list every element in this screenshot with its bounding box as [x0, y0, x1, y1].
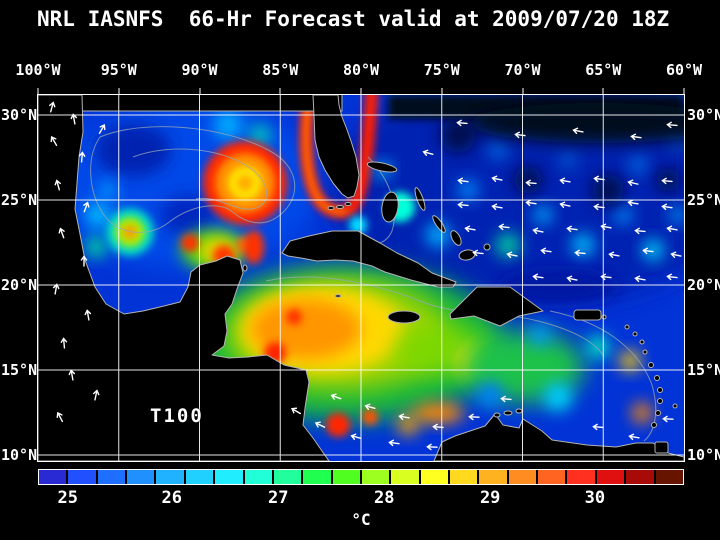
- colorbar-segment: [273, 470, 302, 484]
- map-area: T100: [37, 94, 685, 462]
- lon-label: 75°W: [423, 61, 460, 79]
- lon-label: 95°W: [100, 61, 137, 79]
- bahamas: [450, 230, 462, 246]
- plot-title: NRL IASNFS 66-Hr Forecast valid at 2009/…: [37, 7, 670, 31]
- axis-tick: [522, 88, 523, 94]
- colorbar-segment: [215, 470, 243, 484]
- lat-label: 15°N: [1, 360, 38, 379]
- colorbar-segment: [39, 470, 67, 484]
- colorbar-unit: °C: [351, 510, 371, 529]
- curacao: [503, 410, 513, 416]
- axis-tick: [37, 88, 39, 94]
- lon-label: 100°W: [15, 61, 61, 79]
- colorbar-segment: [655, 470, 683, 484]
- trinidad: [654, 441, 669, 454]
- colorbar-segment: [567, 470, 595, 484]
- lesser-antilles: [639, 339, 645, 345]
- colorbar-segment: [596, 470, 625, 484]
- lesser-antilles: [632, 331, 638, 337]
- colorbar-segment: [508, 470, 537, 484]
- lat-label: 10°N: [687, 446, 720, 465]
- cayman-islands: [334, 294, 342, 298]
- axis-tick: [360, 88, 362, 94]
- lat-label: 10°N: [1, 446, 38, 465]
- colorbar-segment: [127, 470, 155, 484]
- florida-keys: [327, 206, 335, 210]
- colorbar-segment: [391, 470, 419, 484]
- longitude-axis: 100°W 95°W 90°W 85°W 80°W 75°W 70°W 65°W…: [15, 61, 702, 79]
- lon-label: 85°W: [262, 61, 299, 79]
- axis-tick: [118, 88, 120, 94]
- colorbar-segment: [479, 470, 507, 484]
- latitude-axis-right: 30°N 25°N 20°N 15°N 10°N: [687, 95, 720, 465]
- colorbar-tick-label: 29: [479, 488, 501, 508]
- lesser-antilles: [642, 349, 648, 355]
- cuba: [281, 230, 457, 288]
- colorbar-segment: [420, 470, 449, 484]
- axis-tick: [199, 88, 200, 94]
- colorbar-segment: [361, 470, 390, 484]
- colorbar-segment: [538, 470, 566, 484]
- cozumel: [242, 264, 248, 272]
- colorbar-segment: [450, 470, 478, 484]
- hispaniola: [449, 286, 544, 327]
- turks-caicos: [483, 243, 491, 251]
- colorbar-tick-label: 26: [161, 488, 182, 508]
- lon-label: 90°W: [181, 61, 218, 79]
- colorbar-segment: [244, 470, 272, 484]
- lon-label: 70°W: [504, 61, 541, 79]
- bahamas: [366, 161, 398, 173]
- south-america: [433, 413, 684, 461]
- colorbar-segment: [626, 470, 654, 484]
- lesser-antilles: [655, 410, 661, 416]
- colorbar-tick-label: 28: [374, 488, 395, 508]
- colorbar-segment: [68, 470, 96, 484]
- lesser-antilles: [648, 362, 654, 368]
- colorbar-segment: [185, 470, 214, 484]
- colorbar-tick-label: 30: [584, 488, 606, 508]
- florida-keys: [336, 205, 344, 209]
- lat-label: 20°N: [687, 275, 720, 294]
- puerto-rico: [573, 309, 602, 321]
- colorbar-tick-label: 25: [57, 488, 78, 508]
- colorbar-segment: [97, 470, 126, 484]
- lat-label: 25°N: [1, 191, 38, 210]
- bonaire: [515, 408, 523, 414]
- lesser-antilles: [657, 398, 663, 404]
- lat-label: 20°N: [1, 275, 38, 294]
- colorbar-tick-label: 27: [268, 488, 289, 508]
- axis-tick: [602, 88, 604, 94]
- lesser-antilles: [657, 387, 663, 393]
- colorbar: [38, 469, 684, 485]
- colorbar-segment: [156, 470, 184, 484]
- lesser-antilles: [624, 324, 630, 330]
- aruba: [493, 412, 501, 418]
- virgin-islands: [601, 314, 607, 320]
- jamaica: [387, 310, 421, 324]
- axis-tick: [441, 88, 443, 94]
- lat-label: 25°N: [687, 191, 720, 210]
- lesser-antilles: [654, 375, 660, 381]
- colorbar-segment: [303, 470, 331, 484]
- lon-label: 80°W: [342, 61, 380, 79]
- colorbar-segment: [332, 470, 360, 484]
- lon-label: 65°W: [585, 61, 622, 79]
- lat-label: 30°N: [687, 106, 720, 125]
- axis-tick: [279, 88, 281, 94]
- lesser-antilles: [651, 422, 657, 428]
- us-gulf-coast: [38, 95, 343, 112]
- axis-tick: [683, 88, 685, 94]
- barbados: [672, 403, 678, 409]
- florida-keys: [344, 202, 352, 206]
- field-label: T100: [150, 405, 204, 427]
- lat-label: 15°N: [687, 360, 720, 379]
- latitude-axis-left: 30°N 25°N 20°N 15°N 10°N: [1, 95, 38, 465]
- temperature-map-svg: [38, 95, 684, 461]
- lat-label: 30°N: [1, 106, 38, 125]
- colorbar-tick-labels: 25 26 27 28 29 30: [38, 488, 684, 508]
- grid-lines: [38, 95, 684, 461]
- lon-label: 60°W: [665, 61, 703, 79]
- longitude-ticks: [37, 88, 685, 94]
